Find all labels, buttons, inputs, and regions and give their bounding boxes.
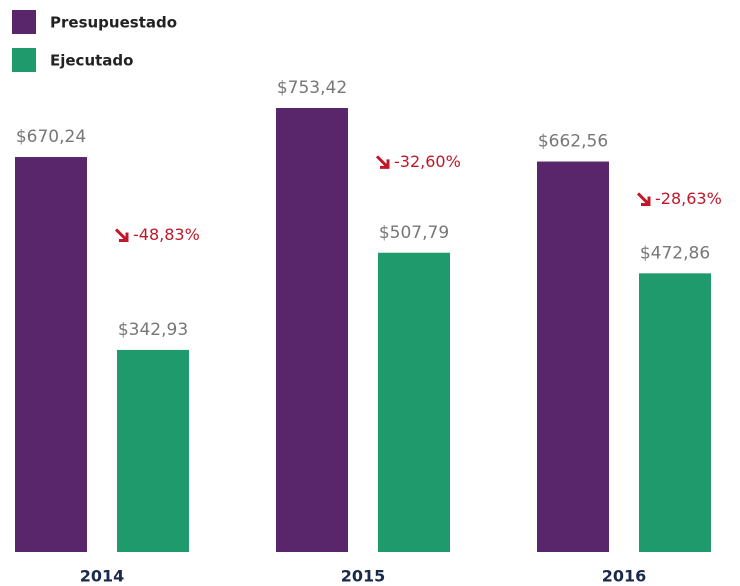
- arrow-icon: [636, 192, 651, 206]
- value-label: $342,93: [118, 320, 188, 340]
- bar: [276, 108, 348, 552]
- x-tick-label: 2016: [602, 567, 647, 586]
- bar: [378, 252, 450, 553]
- legend-swatch: [12, 10, 36, 34]
- legend-swatch: [12, 48, 36, 72]
- value-label: $753,42: [277, 78, 347, 98]
- arrow-icon: [375, 155, 390, 169]
- legend-label: Ejecutado: [50, 52, 133, 70]
- change-annotation: -32,60%: [394, 152, 461, 171]
- arrow-icon: [114, 228, 129, 242]
- legend-label: Presupuestado: [50, 14, 177, 32]
- bar: [537, 161, 609, 552]
- change-annotation: -28,63%: [655, 189, 722, 208]
- value-label: $670,24: [16, 127, 86, 147]
- bar: [639, 273, 711, 552]
- value-label: $662,56: [538, 132, 608, 152]
- change-annotation: -48,83%: [133, 225, 200, 244]
- bar: [15, 157, 87, 552]
- bar: [117, 349, 189, 552]
- x-tick-label: 2015: [341, 567, 386, 586]
- value-label: $507,79: [379, 223, 449, 243]
- value-label: $472,86: [640, 243, 710, 263]
- x-tick-label: 2014: [80, 567, 125, 586]
